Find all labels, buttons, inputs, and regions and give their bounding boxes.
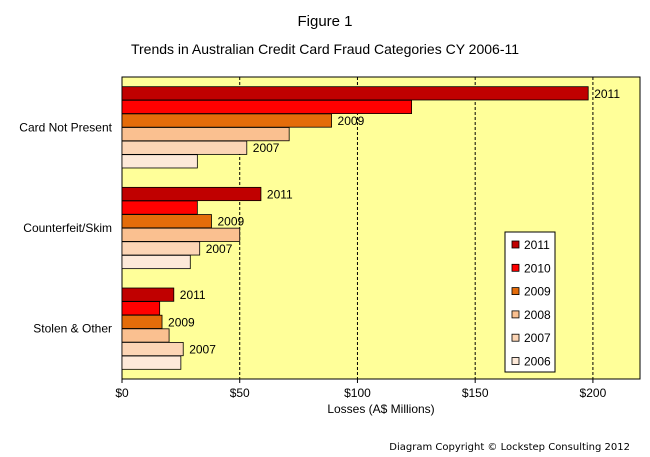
bar-label: 2011 xyxy=(180,288,206,302)
x-tick-label: $0 xyxy=(115,386,129,400)
bar-label: 2009 xyxy=(217,215,244,229)
bar xyxy=(121,241,201,256)
x-axis-label: Losses (A$ Millions) xyxy=(327,402,434,416)
bar xyxy=(121,127,290,142)
bar xyxy=(121,186,262,202)
legend-label: 2007 xyxy=(524,331,551,345)
bar xyxy=(121,214,212,229)
bar xyxy=(121,200,198,215)
x-tick-label: $100 xyxy=(344,386,371,400)
bar xyxy=(121,254,191,270)
bar xyxy=(121,113,332,128)
legend: 2011 2010 2009 2008 2007 2006 xyxy=(504,231,556,373)
legend-label: 2010 xyxy=(524,261,551,275)
bar xyxy=(121,342,184,357)
bar-label: 2011 xyxy=(594,87,620,101)
category-label: Stolen & Other xyxy=(33,322,112,336)
bar xyxy=(121,328,170,343)
legend-label: 2006 xyxy=(524,355,551,369)
bar-label: 2007 xyxy=(189,343,216,357)
category-labels: Card Not Present Counterfeit/Skim Stolen &… xyxy=(19,120,112,335)
bar xyxy=(121,99,413,114)
figure-label: Figure 1 xyxy=(297,13,352,30)
bar xyxy=(121,86,589,101)
bar xyxy=(121,227,241,242)
bar-label: 2009 xyxy=(338,114,365,128)
bar-label: 2009 xyxy=(168,315,195,329)
x-tick-label: $150 xyxy=(462,386,489,400)
bar xyxy=(121,154,198,169)
bar xyxy=(121,301,161,316)
legend-swatch xyxy=(511,333,520,342)
x-tick-label: $200 xyxy=(580,386,607,400)
bar-labels: 2011 2009 2007 2011 2009 2007 2011 2009 2007 xyxy=(168,87,620,357)
x-tick-labels: $0 $50 $100 $150 $200 xyxy=(115,379,607,400)
bar-label: 2011 xyxy=(267,188,293,202)
legend-label: 2008 xyxy=(524,308,551,322)
legend-swatch xyxy=(511,357,520,365)
legend-swatch xyxy=(511,240,520,249)
legend-box xyxy=(504,231,556,373)
legend-label: 2011 xyxy=(524,238,550,252)
copyright-text: Diagram Copyright © Lockstep Consulting … xyxy=(389,442,630,453)
category-label: Counterfeit/Skim xyxy=(23,221,112,235)
x-tick-label: $50 xyxy=(230,386,250,400)
legend-label: 2009 xyxy=(524,285,551,299)
legend-swatch xyxy=(511,263,520,272)
bar-label: 2007 xyxy=(206,242,233,256)
legend-swatch xyxy=(511,287,520,296)
category-label: Card Not Present xyxy=(19,120,112,134)
bar xyxy=(121,355,182,370)
bar xyxy=(121,314,163,329)
bar xyxy=(121,287,175,302)
bars xyxy=(121,86,589,370)
bar xyxy=(121,140,248,155)
chart-title: Trends in Australian Credit Card Fraud C… xyxy=(131,41,519,57)
legend-swatch xyxy=(511,310,520,319)
bar-label: 2007 xyxy=(253,141,280,155)
